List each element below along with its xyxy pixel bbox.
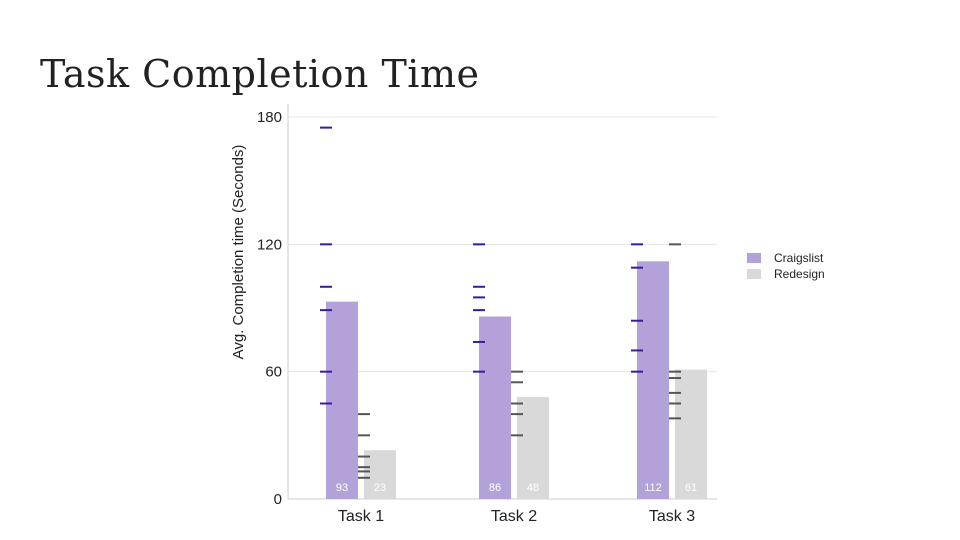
legend: Craigslist Redesign	[747, 251, 825, 281]
x-category-label: Task 3	[649, 508, 695, 525]
labels: 0 60 120 180 Task 1 93 23 Task 2 86 48 Task 3 112 61	[257, 109, 697, 525]
legend-swatch-craigslist	[747, 253, 761, 263]
legend-label-craigslist: Craigslist	[774, 251, 824, 265]
y-axis-title: Avg. Completion time (Seconds)	[230, 145, 247, 360]
y-tick-label-120: 120	[257, 236, 282, 253]
legend-swatch-redesign	[747, 269, 761, 279]
bar-value-label: 23	[374, 482, 386, 494]
bar-redesign-task-3	[675, 369, 707, 499]
bar-value-label: 61	[685, 482, 697, 494]
bar-craigslist-task-3	[637, 261, 669, 499]
y-tick-label-180: 180	[257, 109, 282, 126]
individual-markers	[320, 126, 681, 479]
bar-value-label: 86	[489, 482, 501, 494]
x-category-label: Task 1	[338, 508, 384, 525]
bar-value-label: 48	[527, 482, 539, 494]
slide-title: Task Completion Time	[40, 52, 480, 96]
bar-craigslist-task-1	[326, 301, 358, 499]
bar-value-label: 93	[336, 482, 348, 494]
bar-craigslist-task-2	[479, 316, 511, 499]
x-category-label: Task 2	[491, 508, 537, 525]
y-tick-label-0: 0	[274, 491, 282, 508]
bars	[326, 261, 707, 499]
y-tick-label-60: 60	[265, 364, 282, 381]
bar-redesign-task-1	[364, 450, 396, 499]
legend-label-redesign: Redesign	[774, 267, 825, 281]
bar-value-label: 112	[644, 482, 662, 494]
